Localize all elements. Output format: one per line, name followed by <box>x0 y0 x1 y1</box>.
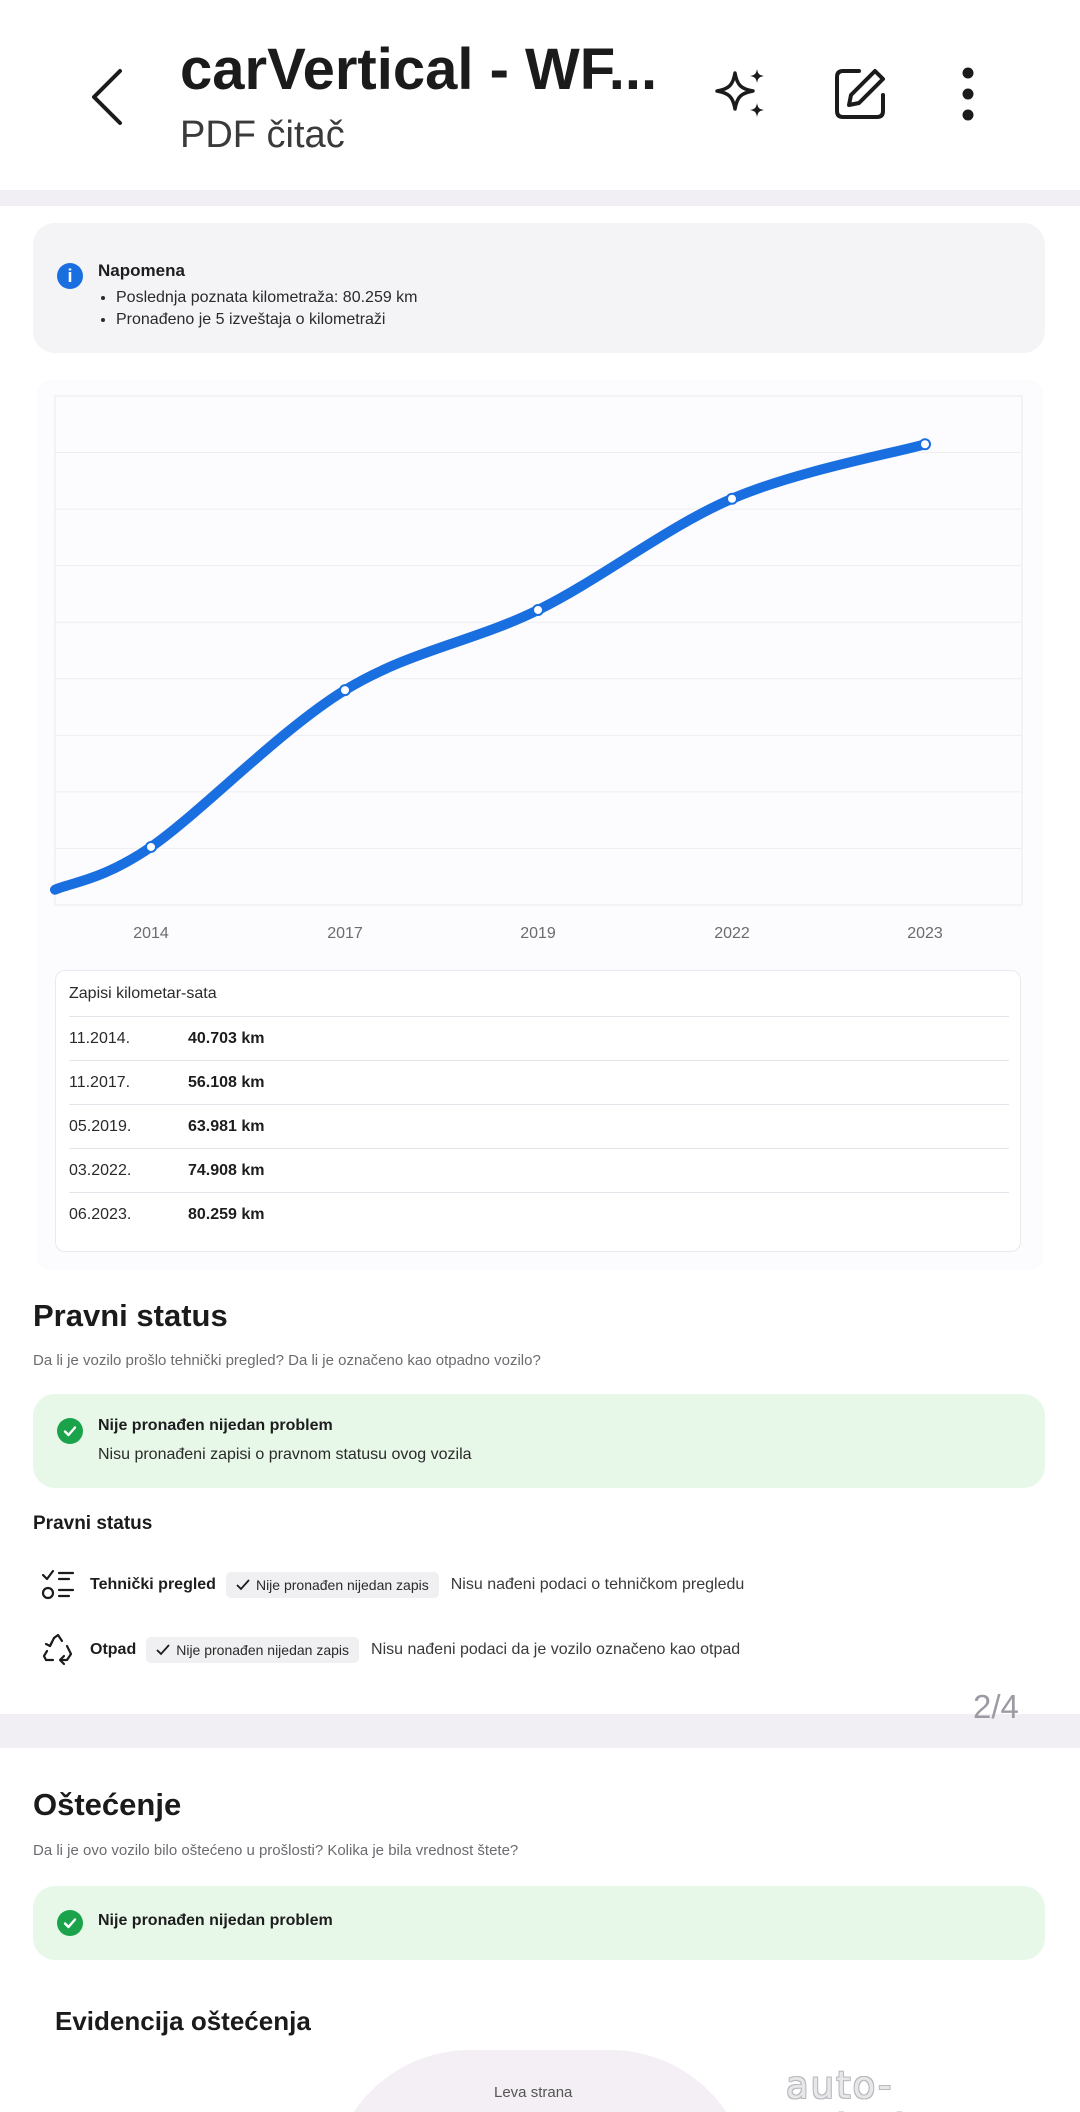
chart-x-tick-label: 2022 <box>714 925 750 942</box>
page-indicator: 2/4 <box>973 1688 1019 1725</box>
ai-sparkle-button[interactable] <box>710 62 774 126</box>
chart-x-tick-label: 2019 <box>520 925 556 942</box>
more-vertical-icon <box>962 67 974 121</box>
legal-ok-text: Nisu pronađeni zapisi o pravnom statusu … <box>98 1446 472 1463</box>
legal-status-subheading: Pravni status <box>33 1513 153 1534</box>
status-row-scrap: Otpad Nije pronađen nijedan zapis Nisu n… <box>40 1630 740 1670</box>
damage-ok-box: Nije pronađen nijedan problem <box>33 1886 1045 1960</box>
row-value: 63.981 km <box>188 1118 265 1135</box>
app-subtitle: PDF čitač <box>180 114 345 156</box>
legal-ok-title: Nije pronađen nijedan problem <box>98 1417 333 1434</box>
row-value: 74.908 km <box>188 1162 265 1179</box>
row-value: 56.108 km <box>188 1074 265 1091</box>
row-value: 40.703 km <box>188 1030 265 1047</box>
chart-point <box>726 492 738 505</box>
back-button[interactable] <box>82 62 132 132</box>
check-circle-icon <box>57 1910 83 1936</box>
legal-status-description: Da li je vozilo prošlo tehnički pregled?… <box>33 1352 541 1369</box>
mileage-table: Zapisi kilometar-sata 11.2014. 40.703 km… <box>55 970 1021 1252</box>
note-item: Poslednja poznata kilometraža: 80.259 km <box>116 287 418 309</box>
watermark: auto-oglasi.net <box>786 2064 985 2112</box>
note-list: Poslednja poznata kilometraža: 80.259 km… <box>116 287 418 331</box>
row-value: 80.259 km <box>188 1206 265 1223</box>
inspection-text: Nisu nađeni podaci o tehničkom pregledu <box>450 1576 745 1593</box>
chip-text: Nije pronađen nijedan zapis <box>176 1642 350 1658</box>
car-side-label: Leva strana <box>494 2084 573 2101</box>
scrap-chip: Nije pronađen nijedan zapis <box>146 1637 360 1663</box>
back-arrow-icon <box>92 69 122 125</box>
mileage-chart: 2014 2017 2019 2022 2023 <box>50 395 1023 942</box>
note-item: Pronađeno je 5 izveštaja o kilometraži <box>116 309 418 331</box>
recycle-icon <box>40 1632 76 1668</box>
note-title: Napomena <box>98 261 185 280</box>
inspection-chip: Nije pronađen nijedan zapis <box>225 1572 439 1598</box>
check-icon <box>236 1579 250 1591</box>
mileage-table-header: Zapisi kilometar-sata <box>69 985 217 1002</box>
legal-ok-box: Nije pronađen nijedan problem Nisu prona… <box>33 1394 1045 1488</box>
legal-status-title: Pravni status <box>33 1298 228 1333</box>
chart-x-tick-label: 2014 <box>133 925 169 942</box>
check-icon <box>156 1644 170 1656</box>
app-bar: carVertical - WF... PDF čitač <box>0 0 1080 190</box>
chart-x-tick-label: 2017 <box>327 925 363 942</box>
sparkle-icon <box>715 69 764 117</box>
edit-button[interactable] <box>828 62 892 126</box>
table-row: 11.2014. 40.703 km <box>69 1016 1009 1060</box>
chart-point <box>532 603 544 616</box>
chart-point <box>339 684 351 697</box>
chart-point <box>145 840 157 853</box>
table-row: 06.2023. 80.259 km <box>69 1192 1009 1236</box>
checklist-icon <box>40 1567 76 1603</box>
row-date: 11.2017. <box>69 1074 131 1091</box>
more-options-button[interactable] <box>936 62 1000 126</box>
document-title: carVertical - WF... <box>180 37 658 102</box>
row-date: 11.2014. <box>69 1030 131 1047</box>
damage-description: Da li je ovo vozilo bilo oštećeno u proš… <box>33 1842 519 1859</box>
scrap-label: Otpad <box>90 1641 137 1658</box>
scrap-text: Nisu nađeni podaci da je vozilo označeno… <box>371 1641 741 1658</box>
damage-ok-title: Nije pronađen nijedan problem <box>98 1912 333 1929</box>
chart-x-tick-label: 2023 <box>907 925 943 942</box>
info-icon: i <box>57 263 83 289</box>
chip-text: Nije pronađen nijedan zapis <box>255 1577 429 1593</box>
edit-icon <box>835 69 885 119</box>
check-circle-icon <box>57 1418 83 1444</box>
row-date: 05.2019. <box>69 1118 132 1135</box>
row-date: 03.2022. <box>69 1162 132 1179</box>
note-box: i Napomena Poslednja poznata kilometraža… <box>33 223 1045 353</box>
damage-evidence-title: Evidencija oštećenja <box>55 2006 311 2036</box>
damage-title: Oštećenje <box>33 1787 182 1822</box>
table-row: 03.2022. 74.908 km <box>69 1148 1009 1192</box>
inspection-label: Tehnički pregled <box>90 1576 216 1593</box>
table-row: 11.2017. 56.108 km <box>69 1060 1009 1104</box>
row-date: 06.2023. <box>69 1206 132 1223</box>
table-row: 05.2019. 63.981 km <box>69 1104 1009 1148</box>
chart-plot-area <box>54 395 1023 906</box>
status-row-inspection: Tehnički pregled Nije pronađen nijedan z… <box>40 1565 744 1605</box>
chart-point <box>919 438 931 451</box>
